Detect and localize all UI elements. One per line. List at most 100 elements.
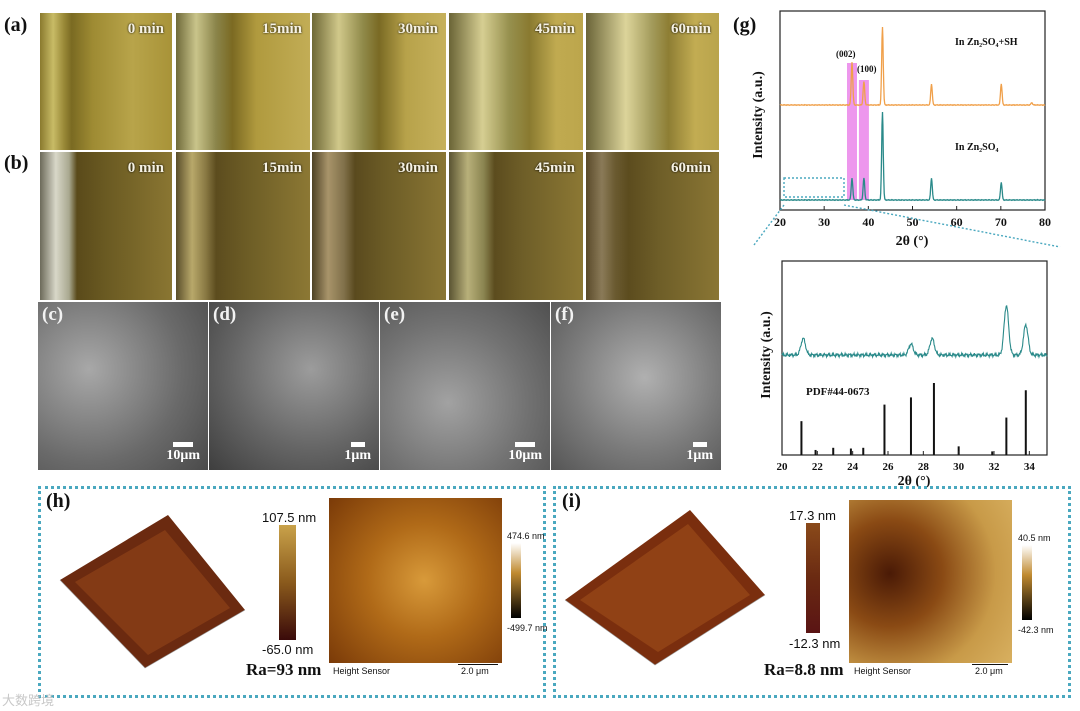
time-label: 30min	[397, 21, 438, 37]
sensor-label: Height Sensor	[333, 666, 391, 676]
sem-image-e: (e) 10μm	[380, 302, 550, 470]
panel-label-e: (e)	[384, 304, 406, 325]
x-tick-label: 24	[847, 461, 859, 473]
afm-3d-surface-i	[564, 510, 766, 666]
scale-label: 10μm	[166, 448, 200, 463]
x-tick-label: 40	[862, 215, 874, 229]
scale-bar: 1μm	[686, 442, 713, 464]
row-a-frame-5: 60min	[586, 13, 719, 150]
y-axis-label: Intensity (a.u.)	[759, 311, 774, 399]
afm-height-map-i	[849, 500, 1012, 663]
roughness-label: Ra=8.8 nm	[764, 660, 844, 679]
time-label: 45min	[534, 21, 575, 37]
colorbar-i	[806, 523, 820, 633]
xrd-top-chart: 20 30 40 50 60 70 80 Intensity (a.u.) 2θ (°) I…	[751, 10, 1061, 249]
roughness-label: Ra=93 nm	[246, 660, 322, 679]
series-line	[779, 111, 1046, 202]
x-tick-label: 34	[1024, 461, 1036, 473]
colorbar-max-label: 107.5 nm	[262, 510, 317, 525]
x-tick-label: 70	[995, 215, 1007, 229]
time-label: 15min	[261, 21, 302, 37]
panel-label-h: (h)	[46, 490, 71, 512]
panel-i-frame	[553, 486, 1071, 698]
x-tick-label: 28	[918, 461, 930, 473]
x-tick-label: 20	[774, 215, 786, 229]
x-axis-label: 2θ (°)	[896, 234, 929, 249]
afm-3d-surface-h	[59, 515, 246, 669]
scale-bar: 1μm	[344, 442, 371, 464]
time-label: 0 min	[127, 21, 164, 37]
panel-label-c: (c)	[42, 304, 64, 325]
colorbar-max-label: 17.3 nm	[789, 508, 836, 523]
row-b-frame-3: 30min	[312, 152, 446, 300]
time-label: 15min	[261, 160, 302, 176]
series-line	[779, 26, 1046, 107]
zoom-connector-right	[843, 204, 1061, 248]
series-bottom-label: In Zn₂SO₄	[955, 142, 999, 153]
row-a-frame-2: 15min	[176, 13, 310, 150]
sem-image-c: (c) 10μm	[38, 302, 208, 470]
time-label: 45min	[534, 160, 575, 176]
peak-label-100: (100)	[857, 64, 877, 74]
peak-label-002: (002)	[836, 49, 856, 59]
zoom-region-box	[783, 177, 845, 198]
scale-bar: 10μm	[166, 442, 200, 464]
map-min-label: -499.7 nm	[507, 623, 548, 633]
zoom-connector-left	[753, 204, 785, 246]
sem-image-d: (d) 1μm	[209, 302, 379, 470]
row-b-frame-5: 60min	[586, 152, 719, 300]
map-max-label: 474.6 nm	[507, 531, 545, 541]
y-axis-label: Intensity (a.u.)	[751, 71, 766, 159]
plot-frame	[781, 260, 1048, 456]
x-tick-label: 30	[818, 215, 830, 229]
colorbar-min-label: -12.3 nm	[789, 636, 841, 651]
sensor-label: Height Sensor	[854, 666, 912, 676]
series-line	[781, 305, 1048, 360]
x-tick-label: 26	[883, 461, 895, 473]
map-scale-label: 2.0 μm	[975, 666, 1003, 676]
time-label: 60min	[670, 160, 711, 176]
x-tick-label: 60	[951, 215, 963, 229]
map-scale-bar	[458, 664, 498, 665]
panel-label-d: (d)	[213, 304, 237, 325]
map-max-label: 40.5 nm	[1018, 533, 1051, 543]
xrd-bottom-chart: 20 22 24 26 28 30 32 34 Intensity (a.u.) 2θ (°)…	[759, 260, 1048, 489]
map-scale-bar	[972, 664, 1008, 665]
time-label: 30min	[397, 160, 438, 176]
panel-label-f: (f)	[555, 304, 574, 325]
map-colorbar-i	[1022, 545, 1032, 620]
x-tick-label: 32	[989, 461, 1001, 473]
pdf-label: PDF#44-0673	[806, 386, 870, 398]
panel-h-frame	[38, 486, 546, 698]
panel-label-a: (a)	[4, 14, 28, 36]
highlight-002	[846, 63, 857, 200]
x-tick-label: 30	[953, 461, 965, 473]
map-colorbar-h	[511, 543, 521, 618]
row-a-frame-4: 45min	[449, 13, 583, 150]
x-axis-label: 2θ (°)	[898, 474, 931, 489]
scale-label: 1μm	[686, 448, 713, 463]
sem-image-f: (f) 1μm	[551, 302, 721, 470]
time-label: 0 min	[127, 160, 164, 176]
colorbar-h	[279, 525, 296, 640]
row-a-frame-1: 0 min	[40, 13, 172, 150]
map-scale-label: 2.0 μm	[461, 666, 489, 676]
panel-label-b: (b)	[4, 152, 29, 174]
afm-height-map-h	[329, 498, 502, 663]
x-tick-label: 22	[812, 461, 824, 473]
row-a-frame-3: 30min	[312, 13, 446, 150]
row-b-frame-4: 45min	[449, 152, 583, 300]
series-top-label: In Zn₂SO₄+SH	[955, 37, 1018, 48]
scale-label: 10μm	[508, 448, 542, 463]
x-tick-label: 80	[1039, 215, 1051, 229]
row-b-frame-1: 0 min	[40, 152, 172, 300]
x-tick-label: 20	[777, 461, 789, 473]
scale-label: 1μm	[344, 448, 371, 463]
map-min-label: -42.3 nm	[1018, 625, 1054, 635]
panel-label-i: (i)	[562, 490, 581, 512]
time-label: 60min	[670, 21, 711, 37]
row-b-frame-2: 15min	[176, 152, 310, 300]
watermark: 大数跨境	[2, 694, 55, 709]
panel-label-g: (g)	[733, 14, 757, 36]
colorbar-min-label: -65.0 nm	[262, 642, 314, 657]
